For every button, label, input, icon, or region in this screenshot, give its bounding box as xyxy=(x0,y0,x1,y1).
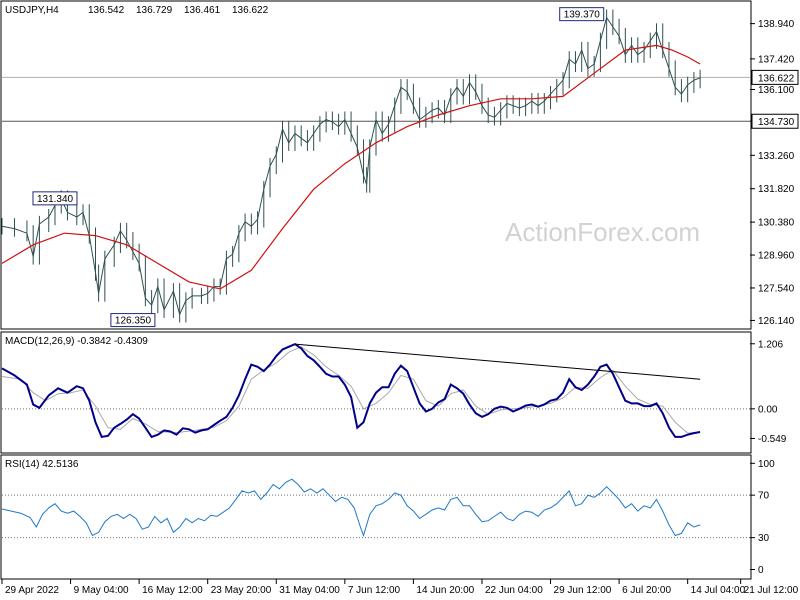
rsi-title: RSI(14) 42.5136 xyxy=(5,459,79,470)
level-tag: 134.730 xyxy=(758,117,795,128)
y-tick-label: 133.260 xyxy=(758,151,795,162)
x-tick-label: 29 Jun 12:00 xyxy=(554,585,612,596)
y-tick-label: 0.00 xyxy=(758,404,778,415)
y-tick-label: 100 xyxy=(758,459,775,470)
y-tick-label: 1.206 xyxy=(758,339,783,350)
x-tick-label: 14 Jul 04:00 xyxy=(691,585,746,596)
x-tick-label: 29 Apr 2022 xyxy=(5,585,59,596)
ohlc-open: 136.542 xyxy=(88,5,125,16)
y-tick-label: 70 xyxy=(758,491,770,502)
macd-axis: 1.206 0.00 -0.549 xyxy=(750,339,787,445)
y-tick-label: -0.549 xyxy=(758,434,787,445)
price-pane-title: USDJPY,H4 xyxy=(5,5,59,16)
x-tick-label: 6 Jul 20:00 xyxy=(622,585,671,596)
price-annotation-label: 139.370 xyxy=(564,10,601,21)
macd-signal-series xyxy=(1,346,701,434)
price-lines xyxy=(1,9,750,323)
price-pane: USDJPY,H4 136.542 136.729 136.461 136.62… xyxy=(0,0,799,330)
current-price-tag-box xyxy=(751,69,799,85)
macd-pane: MACD(12,26,9) -0.3842 -0.4309 1.206 0.00 -… xyxy=(0,331,787,454)
x-tick-label: 31 May 04:00 xyxy=(279,585,340,596)
ohlc-low: 136.461 xyxy=(184,5,221,16)
watermark: ActionForex.com xyxy=(505,217,700,247)
x-tick-label: 16 May 12:00 xyxy=(142,585,203,596)
price-axis: 138.940 137.420 136.100 133.260 131.820 130.3… xyxy=(750,19,795,327)
price-series xyxy=(1,16,701,316)
price-annotation-box xyxy=(559,7,605,22)
y-tick-label: 0 xyxy=(758,565,764,576)
ohlc-high: 136.729 xyxy=(136,5,173,16)
macd-lines xyxy=(1,342,750,439)
macd-series xyxy=(1,342,701,439)
y-tick-label: 138.940 xyxy=(758,19,795,30)
price-annotation-box xyxy=(32,191,78,206)
y-tick-label: 127.540 xyxy=(758,283,795,294)
y-tick-label: 128.960 xyxy=(758,251,795,262)
time-axis: 29 Apr 2022 9 May 04:00 16 May 12:00 23 May… xyxy=(1,579,799,596)
macd-trendline xyxy=(294,343,701,380)
y-tick-label: 131.820 xyxy=(758,184,795,195)
x-tick-label: 14 Jun 20:00 xyxy=(416,585,474,596)
macd-title: MACD(12,26,9) -0.3842 -0.4309 xyxy=(5,336,148,347)
price-annotation-label: 126.350 xyxy=(115,316,152,327)
price-annotation-box xyxy=(110,313,156,328)
rsi-axis: 100 70 30 0 xyxy=(750,459,775,576)
price-annotations: 131.340 126.350 139.370 xyxy=(32,7,605,328)
x-tick-label: 7 Jun 12:00 xyxy=(348,585,401,596)
y-tick-label: 126.140 xyxy=(758,316,795,327)
y-tick-label: 30 xyxy=(758,533,770,544)
x-tick-label: 22 Jun 04:00 xyxy=(485,585,543,596)
x-tick-label: 9 May 04:00 xyxy=(74,585,129,596)
ohlc-close: 136.622 xyxy=(232,5,269,16)
x-tick-label: 23 May 20:00 xyxy=(211,585,272,596)
y-tick-label: 137.420 xyxy=(758,54,795,65)
price-annotation-label: 131.340 xyxy=(37,194,74,205)
y-tick-label: 130.380 xyxy=(758,218,795,229)
rsi-series xyxy=(1,478,701,538)
price-tags: 136.622 134.730 xyxy=(751,69,799,129)
y-tick-label: 136.100 xyxy=(758,85,795,96)
moving-average-series xyxy=(1,44,701,290)
rsi-pane: RSI(14) 42.5136 100 70 30 0 xyxy=(0,454,775,580)
current-price-tag: 136.622 xyxy=(758,73,795,84)
level-tag-box xyxy=(751,113,799,129)
rsi-lines xyxy=(1,478,750,539)
x-tick-label: 21 Jul 12:00 xyxy=(744,585,799,596)
